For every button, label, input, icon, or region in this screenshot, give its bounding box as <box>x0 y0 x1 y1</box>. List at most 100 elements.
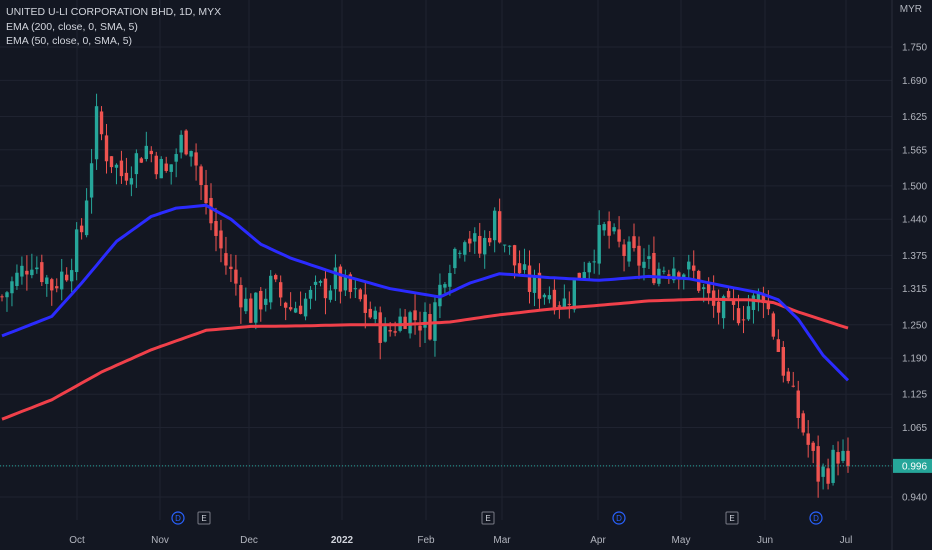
candle-body <box>154 155 158 175</box>
candle-body <box>303 298 308 317</box>
ema-200-legend[interactable]: EMA (200, close, 0, SMA, 5) <box>6 20 138 33</box>
candle-body <box>338 266 343 292</box>
earnings-marker-icon <box>725 511 739 525</box>
candle-body <box>652 253 656 284</box>
time-axis[interactable]: Oct Nov Dec 2022 Feb Mar Apr May Jun Jul <box>69 535 852 546</box>
candle-body <box>10 281 14 294</box>
candle-body <box>617 229 621 242</box>
candle-body <box>473 233 477 242</box>
candle-body <box>313 281 318 285</box>
candle-body <box>244 298 248 312</box>
candle-body <box>169 164 173 172</box>
candle-body <box>692 265 696 271</box>
candle-body <box>348 274 353 292</box>
candle-body <box>194 152 198 166</box>
candle-body <box>274 275 278 280</box>
candle-body <box>607 221 611 236</box>
candle-body <box>806 433 810 445</box>
dividend-marker-icon <box>809 511 823 525</box>
candle-body <box>74 229 79 273</box>
time-tick-label: May <box>672 535 691 546</box>
candle-body <box>701 287 706 290</box>
dividend-marker-icon <box>612 511 626 525</box>
candle-body <box>323 278 328 299</box>
price-tick-label: 1.690 <box>902 76 927 87</box>
price-tick-label: 1.500 <box>902 181 927 192</box>
ema-200-line <box>1 297 849 421</box>
candle-body <box>587 262 591 273</box>
candle-body <box>478 235 482 254</box>
candle-body <box>468 238 472 244</box>
candle-body <box>776 339 781 352</box>
candle-body <box>637 245 641 266</box>
time-tick-label: Mar <box>493 535 511 546</box>
ema-50-line <box>1 203 850 382</box>
currency-label[interactable]: MYR <box>899 4 922 15</box>
time-tick-label: Nov <box>151 535 169 546</box>
candle-body <box>403 316 407 329</box>
candle-body <box>393 331 397 333</box>
candle-body <box>159 158 163 179</box>
candle-body <box>219 230 223 249</box>
dividend-marker-label: D <box>175 514 181 523</box>
candle-body <box>55 286 59 289</box>
price-tick-label: 1.125 <box>902 390 927 401</box>
candle-body <box>333 267 338 290</box>
candle-body <box>443 284 447 288</box>
candle-body <box>30 269 34 276</box>
time-tick-label: Feb <box>417 535 435 546</box>
candle-body <box>547 295 552 300</box>
candle-body <box>821 466 825 477</box>
candle-body <box>612 227 616 232</box>
candle-body <box>373 310 377 320</box>
dividend-marker-label: D <box>813 514 819 523</box>
candle-body <box>293 308 298 313</box>
candle-body <box>497 211 502 243</box>
price-tick-label: 1.190 <box>902 354 927 365</box>
candle-body <box>423 311 427 328</box>
candle-body <box>318 281 323 283</box>
candle-body <box>542 294 547 298</box>
earnings-marker-label: E <box>729 514 734 523</box>
price-axis[interactable]: 1.750 1.690 1.625 1.565 1.500 1.440 1.375 1.315… <box>902 43 927 504</box>
price-tick-label: 1.750 <box>902 43 927 54</box>
last-price-tag-bg <box>893 458 932 473</box>
price-tick-label: 1.440 <box>902 215 927 226</box>
candle-body <box>662 270 666 272</box>
candle-body <box>716 301 721 313</box>
candle-body <box>129 178 134 185</box>
candle-body <box>562 298 567 308</box>
candle-body <box>35 267 39 270</box>
candle-body <box>522 264 527 270</box>
candle-body <box>79 225 84 233</box>
earnings-marker-icon <box>481 511 495 525</box>
candlesticks <box>0 93 850 498</box>
candle-body <box>45 277 49 284</box>
ema-50-legend[interactable]: EMA (50, close, 0, SMA, 5) <box>6 35 133 47</box>
price-tick-label: 1.250 <box>902 320 927 331</box>
last-price-tag: 0.996 <box>893 458 932 473</box>
candle-body <box>109 156 114 168</box>
candle-body <box>104 135 109 162</box>
candle-body <box>69 270 74 282</box>
symbol-title[interactable]: UNITED U-LI CORPORATION BHD, 1D, MYX <box>6 6 222 18</box>
candle-body <box>721 296 726 319</box>
candle-body <box>25 270 29 275</box>
candle-body <box>99 111 104 135</box>
candle-body <box>706 283 711 294</box>
time-tick-label: 2022 <box>331 535 354 546</box>
candle-body <box>189 151 193 157</box>
candle-body <box>537 272 542 299</box>
time-tick-label: Dec <box>240 535 258 546</box>
candle-body <box>463 242 467 255</box>
candle-body <box>378 312 382 343</box>
candle-body <box>64 274 69 281</box>
candle-body <box>288 307 293 310</box>
candle-body <box>239 285 243 308</box>
price-tick-label: 1.375 <box>902 251 927 262</box>
candle-body <box>94 106 99 160</box>
candle-body <box>249 298 253 323</box>
candle-body <box>343 275 348 291</box>
